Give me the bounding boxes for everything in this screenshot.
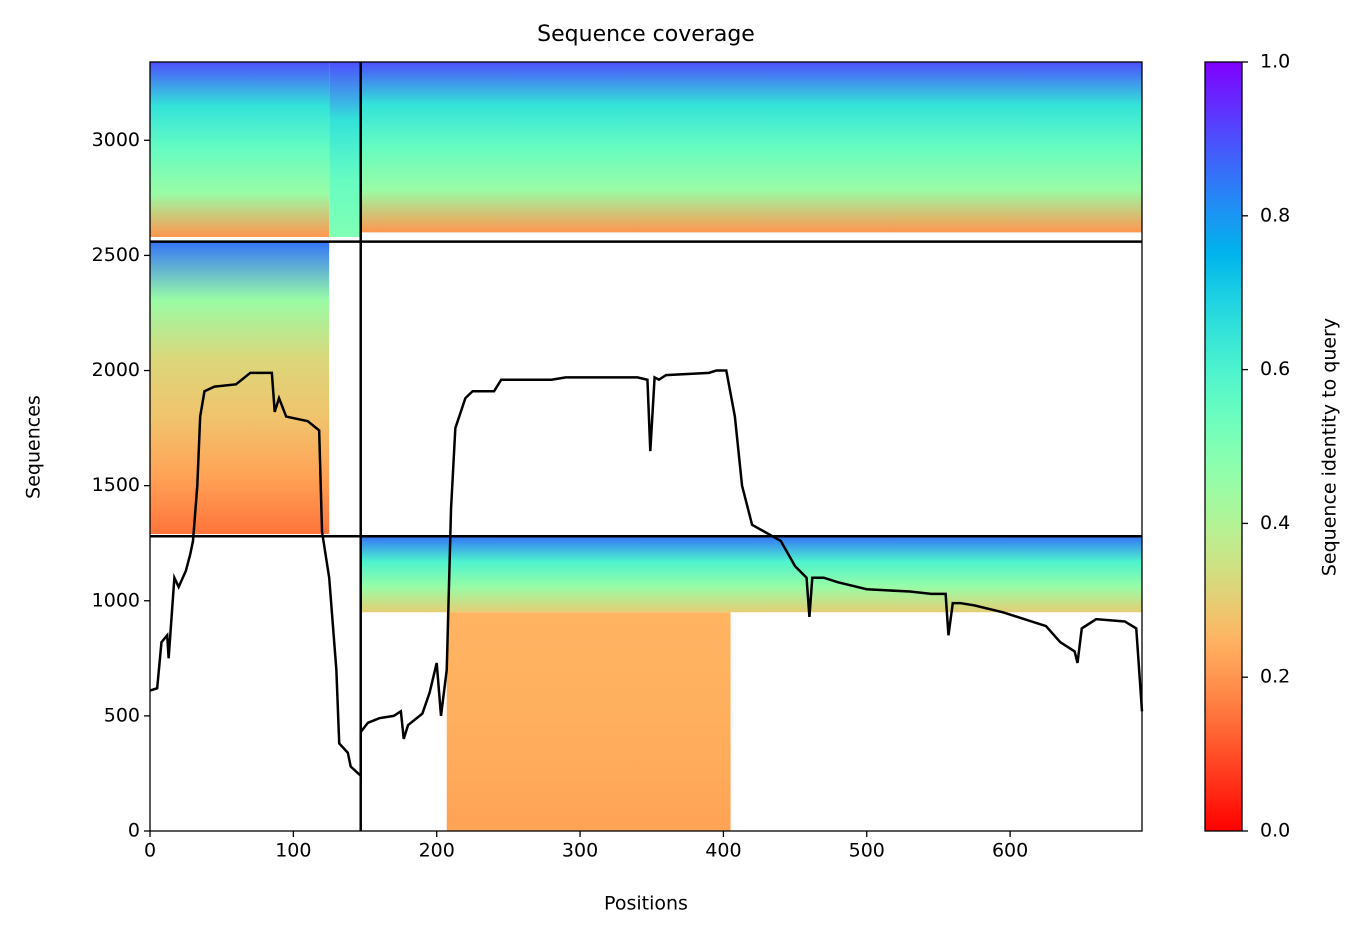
y-tick-label: 0 (128, 820, 140, 842)
coverage-block (360, 62, 1142, 233)
plot-frame (149, 61, 1143, 832)
x-tick-label: 200 (419, 840, 455, 862)
x-tick-label: 0 (144, 840, 156, 862)
colorbar-tick-label: 0.8 (1260, 204, 1290, 226)
colorbar-tick-label: 0.6 (1260, 358, 1290, 380)
colorbar-tick-label: 0.0 (1260, 820, 1290, 842)
coverage-block (360, 536, 1142, 613)
y-tick-label: 1000 (92, 589, 140, 611)
colorbar-tick-label: 0.2 (1260, 666, 1290, 688)
x-tick-label: 300 (562, 840, 598, 862)
colorbar-label: Sequence identity to query (1319, 318, 1341, 576)
chart-title: Sequence coverage (537, 22, 755, 47)
x-axis-label: Positions (604, 893, 688, 915)
x-tick-label: 600 (992, 840, 1028, 862)
y-tick-label: 500 (104, 704, 140, 726)
coverage-line (149, 369, 1144, 779)
coverage-block (329, 62, 361, 237)
colorbar-tick-label: 1.0 (1260, 51, 1290, 73)
y-tick-label: 1500 (92, 474, 140, 496)
y-tick-label: 2000 (92, 359, 140, 381)
x-tick-label: 100 (275, 840, 311, 862)
coverage-block (150, 62, 330, 237)
y-axis-label: Sequences (23, 395, 45, 499)
y-tick-label: 3000 (92, 129, 140, 151)
x-tick-label: 400 (705, 840, 741, 862)
colorbar-tick-label: 0.4 (1260, 512, 1290, 534)
y-tick-label: 2500 (92, 244, 140, 266)
x-tick-label: 500 (849, 840, 885, 862)
coverage-block (446, 612, 731, 831)
coverage-block (150, 241, 330, 534)
colorbar (1204, 61, 1243, 832)
